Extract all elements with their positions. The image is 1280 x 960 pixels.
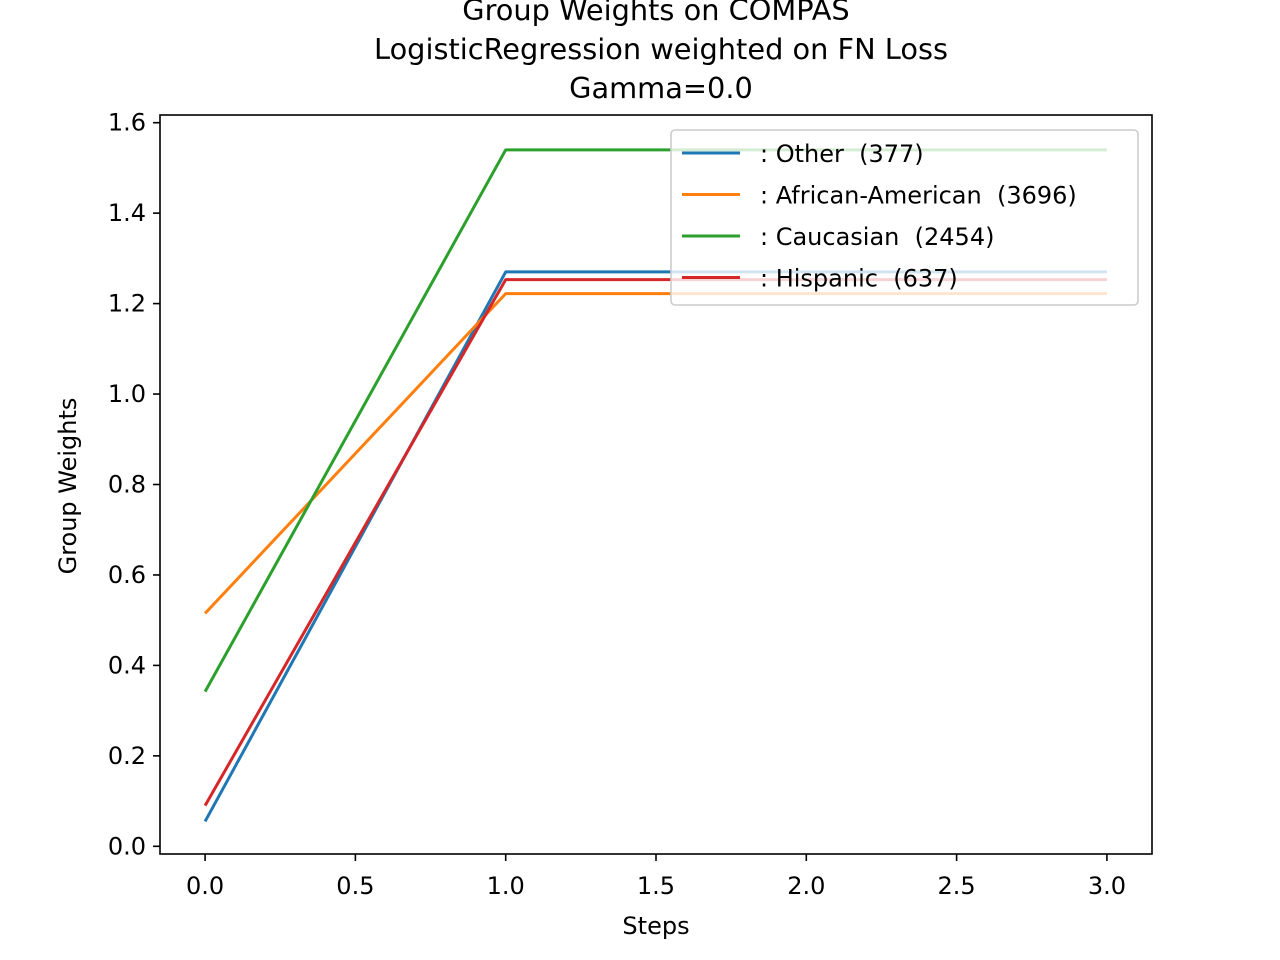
y-tick-label: 0.6 xyxy=(108,561,146,589)
chart-title-line-3: Gamma=0.0 xyxy=(569,71,753,105)
y-tick-label: 0.8 xyxy=(108,471,146,499)
y-tick-label: 0.0 xyxy=(108,832,146,860)
x-tick-label: 3.0 xyxy=(1088,872,1126,900)
series-line-0 xyxy=(203,270,1107,823)
y-tick-label: 0.2 xyxy=(108,742,146,770)
legend-label: : Other (377) xyxy=(760,140,924,168)
legend-label: : African-American (3696) xyxy=(760,182,1077,210)
x-tick-label: 1.0 xyxy=(487,872,525,900)
y-axis-ticks: 0.0 0.2 0.4 0.6 0.8 1.0 1.2 1.4 1.6 xyxy=(108,109,160,860)
legend-label: : Caucasian (2454) xyxy=(760,223,994,251)
chart-title-line-2: LogisticRegression weighted on FN Loss xyxy=(374,32,948,66)
y-axis-label: Group Weights xyxy=(54,398,82,575)
series-line-1 xyxy=(203,292,1107,615)
y-tick-label: 1.6 xyxy=(108,109,146,137)
x-tick-label: 2.5 xyxy=(938,872,976,900)
legend: : Other (377) : African-American (3696) : … xyxy=(670,129,1139,306)
legend-item: : Hispanic (637) xyxy=(682,265,958,293)
legend-box xyxy=(670,129,1139,306)
x-tick-label: 0.0 xyxy=(186,872,224,900)
legend-label: : Hispanic (637) xyxy=(760,265,958,293)
x-axis-label: Steps xyxy=(622,912,689,940)
legend-item: : Other (377) xyxy=(682,140,924,168)
chart-title: Group Weights on COMPAS LogisticRegressi… xyxy=(374,0,948,105)
y-tick-label: 1.4 xyxy=(108,199,146,227)
legend-item: : Caucasian (2454) xyxy=(682,223,994,251)
y-tick-label: 1.2 xyxy=(108,290,146,318)
y-tick-label: 0.4 xyxy=(108,651,146,679)
x-tick-label: 1.5 xyxy=(637,872,675,900)
x-axis-ticks: 0.0 0.5 1.0 1.5 2.0 2.5 3.0 xyxy=(186,854,1126,900)
legend-item: : African-American (3696) xyxy=(682,182,1077,210)
x-tick-label: 2.0 xyxy=(787,872,825,900)
series-line-3 xyxy=(203,278,1107,807)
y-tick-label: 1.0 xyxy=(108,380,146,408)
chart-title-line-1: Group Weights on COMPAS xyxy=(462,0,849,27)
x-tick-label: 0.5 xyxy=(336,872,374,900)
